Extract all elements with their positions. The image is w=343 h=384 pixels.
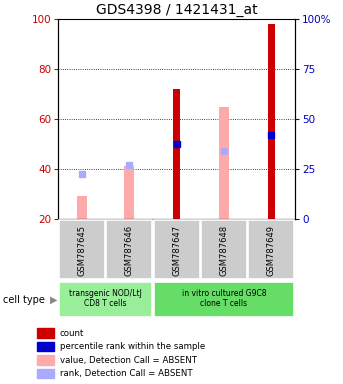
Text: GSM787649: GSM787649 [267,225,276,276]
Bar [37,328,54,338]
Bar [268,24,275,219]
Title: GDS4398 / 1421431_at: GDS4398 / 1421431_at [96,3,258,17]
Text: transgenic NOD/LtJ
CD8 T cells: transgenic NOD/LtJ CD8 T cells [69,289,142,308]
Text: GSM787646: GSM787646 [125,225,134,276]
Text: GSM787648: GSM787648 [220,225,228,276]
Text: value, Detection Call = ABSENT: value, Detection Call = ABSENT [60,356,197,364]
Bar [173,89,180,219]
Bar [219,107,229,219]
Text: GSM787645: GSM787645 [78,225,86,276]
Text: in vitro cultured G9C8
clone T cells: in vitro cultured G9C8 clone T cells [182,289,266,308]
Bar [59,220,105,279]
Text: count: count [60,329,84,338]
Bar [154,220,200,279]
Bar [248,220,294,279]
Bar [77,197,87,219]
Bar [106,220,152,279]
Bar [37,342,54,351]
Bar [59,282,152,317]
Text: ▶: ▶ [50,295,57,305]
Bar [201,220,247,279]
Bar [37,369,54,378]
Text: cell type: cell type [3,295,45,305]
Bar [125,167,134,219]
Bar [37,355,54,365]
Text: rank, Detection Call = ABSENT: rank, Detection Call = ABSENT [60,369,192,378]
Bar [154,282,294,317]
Text: GSM787647: GSM787647 [172,225,181,276]
Text: percentile rank within the sample: percentile rank within the sample [60,342,205,351]
